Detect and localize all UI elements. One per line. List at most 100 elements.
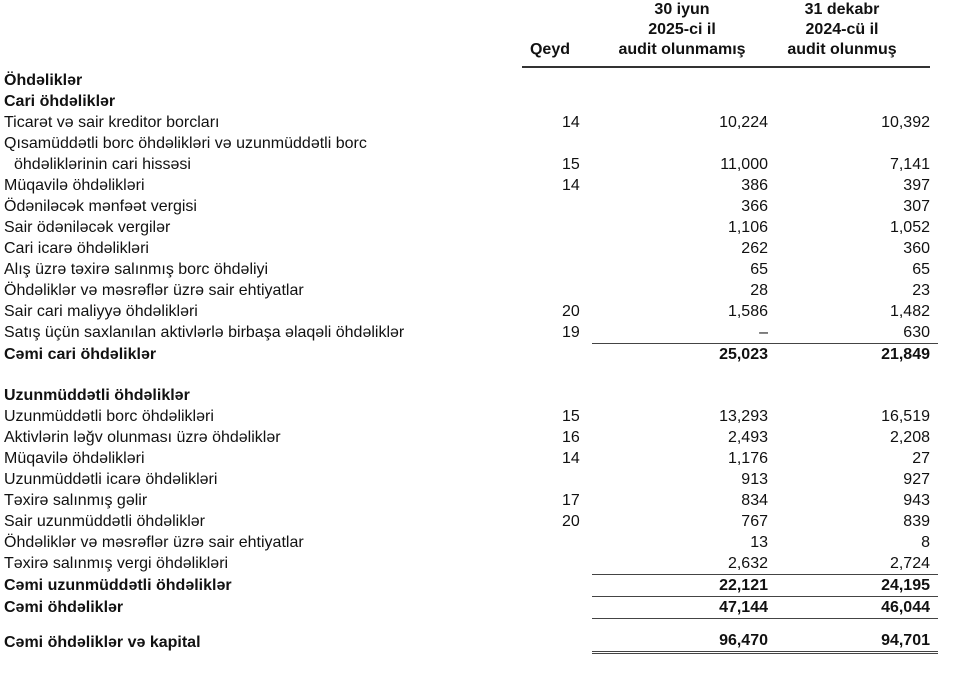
value-2024 — [772, 365, 938, 385]
header-line: 30 iyun — [654, 1, 710, 18]
value-2025: 1,176 — [727, 450, 768, 467]
row-note: 16 — [562, 429, 580, 446]
value-2024: 16,519 — [881, 408, 930, 425]
value-2024: 8 — [921, 534, 930, 551]
header-line: audit olunmamış — [618, 41, 746, 58]
value-2025: 913 — [741, 471, 768, 488]
row-label: Cari öhdəliklər — [4, 93, 116, 110]
row-label: Cəmi uzunmüddətli öhdəliklər — [4, 577, 232, 594]
row-note — [542, 365, 592, 385]
row-label: Cari icarə öhdəlikləri — [4, 240, 149, 257]
row-note: 14 — [562, 450, 580, 467]
value-2024: 21,849 — [772, 343, 938, 365]
table-row: Uzunmüddətli öhdəliklər — [4, 385, 938, 406]
row-note — [542, 344, 592, 366]
row-label: Cəmi öhdəliklər — [4, 599, 124, 616]
table-row: Uzunmüddətli icarə öhdəlikləri 913 927 — [4, 469, 938, 490]
value-2024: 94,701 — [772, 618, 938, 654]
row-note: 20 — [562, 513, 580, 530]
row-label: Alış üzrə təxirə salınmış borc öhdəliyi — [4, 261, 269, 278]
row-note — [542, 532, 592, 553]
table-row — [4, 365, 938, 385]
value-2025 — [592, 385, 772, 406]
value-2025: 1,106 — [727, 219, 768, 236]
row-note: 15 — [562, 156, 580, 173]
value-2025: 2,632 — [727, 555, 768, 572]
value-2025: 22,121 — [592, 574, 772, 597]
value-2024: 943 — [903, 492, 930, 509]
row-note: 14 — [562, 177, 580, 194]
row-note: 19 — [562, 324, 580, 342]
row-note — [542, 70, 592, 91]
value-2024: 46,044 — [772, 596, 938, 619]
table-row: Qısamüddətli borc öhdəlikləri və uzunmüd… — [4, 133, 938, 154]
table-row: Cari icarə öhdəlikləri 262 360 — [4, 238, 938, 259]
value-2025: 386 — [741, 177, 768, 194]
value-2024: 27 — [912, 450, 930, 467]
value-2024: 65 — [912, 261, 930, 278]
table-row: Ticarət və sair kreditor borcları 14 10,22… — [4, 112, 938, 133]
row-label: Cəmi öhdəliklər və kapital — [4, 633, 201, 651]
table-row: Təxirə salınmış vergi öhdəlikləri 2,632 2,… — [4, 553, 938, 575]
value-2024 — [772, 385, 938, 406]
row-label: Uzunmüddətli icarə öhdəlikləri — [4, 471, 218, 488]
row-note: 15 — [562, 408, 580, 425]
table-row: Satış üçün saxlanılan aktivlərlə birbaşa… — [4, 322, 938, 344]
table-row: Sair cari maliyyə öhdəlikləri 20 1,586 1,48… — [4, 301, 938, 322]
table-row: Öhdəliklər və məsrəflər üzrə sair ehtiya… — [4, 532, 938, 553]
row-note: 17 — [562, 492, 580, 509]
row-label: Təxirə salınmış vergi öhdəlikləri — [4, 555, 229, 573]
row-label: Uzunmüddətli öhdəliklər — [4, 387, 190, 404]
header-underline — [522, 66, 930, 68]
row-label: Satış üçün saxlanılan aktivlərlə birbaşa… — [4, 324, 405, 342]
value-2025 — [592, 70, 772, 91]
row-label: Müqavilə öhdəlikləri — [4, 450, 145, 467]
table-row: Cəmi uzunmüddətli öhdəliklər 22,121 24,195 — [4, 574, 938, 597]
row-label: öhdəliklərinin cari hissəsi — [14, 156, 191, 173]
value-2025 — [592, 365, 772, 385]
row-note — [542, 619, 592, 653]
row-label: Ticarət və sair kreditor borcları — [4, 114, 220, 131]
value-2025: 11,000 — [720, 156, 768, 173]
table-row: Cəmi cari öhdəliklər 25,023 21,849 — [4, 343, 938, 366]
value-2024: 7,141 — [889, 156, 930, 173]
row-label: Aktivlərin ləğv olunması üzrə öhdəliklər — [4, 429, 281, 446]
table-row: Sair uzunmüddətli öhdəliklər 20 767 839 — [4, 511, 938, 532]
value-2024: 307 — [903, 198, 930, 215]
value-2024 — [772, 133, 938, 154]
value-2024: 1,482 — [889, 303, 930, 320]
value-2025: 2,493 — [727, 429, 768, 446]
value-2024: 2,724 — [889, 555, 930, 572]
value-2024: 630 — [903, 324, 930, 341]
value-2024: 10,392 — [881, 114, 930, 131]
header-line: audit olunmuş — [787, 41, 897, 58]
row-label: Sair ödəniləcək vergilər — [4, 219, 171, 236]
table-row: öhdəliklərinin cari hissəsi 15 11,000 7,141 — [4, 154, 938, 175]
row-label: Təxirə salınmış gəlir — [4, 492, 148, 509]
value-2025: 262 — [741, 240, 768, 257]
table-row: Cəmi öhdəliklər 47,144 46,044 — [4, 596, 938, 619]
row-label — [4, 365, 542, 385]
table-row: Müqavilə öhdəlikləri 14 1,176 27 — [4, 448, 938, 469]
value-2025 — [592, 133, 772, 154]
row-note — [542, 259, 592, 280]
row-note — [542, 238, 592, 259]
value-2025: 96,470 — [592, 618, 772, 654]
row-note — [542, 597, 592, 619]
row-label: Uzunmüddətli borc öhdəlikləri — [4, 408, 214, 425]
row-note — [542, 575, 592, 597]
liabilities-table: Öhdəliklər Cari öhdəliklər Ticarət və sair… — [4, 70, 938, 654]
table-row: Aktivlərin ləğv olunması üzrə öhdəliklər… — [4, 427, 938, 448]
value-2024: 839 — [903, 513, 930, 530]
value-2025 — [592, 91, 772, 112]
row-note — [542, 280, 592, 301]
header-line: 2024-cü il — [805, 21, 879, 38]
header-line: 31 dekabr — [804, 1, 880, 18]
row-label: Öhdəliklər və məsrəflər üzrə sair ehtiya… — [4, 534, 304, 551]
row-note — [542, 133, 592, 154]
row-label: Sair uzunmüddətli öhdəliklər — [4, 513, 205, 530]
row-note: 14 — [562, 114, 580, 131]
table-row: Uzunmüddətli borc öhdəlikləri 15 13,293 16,… — [4, 406, 938, 427]
row-note — [542, 553, 592, 575]
table-row: Öhdəliklər — [4, 70, 938, 91]
